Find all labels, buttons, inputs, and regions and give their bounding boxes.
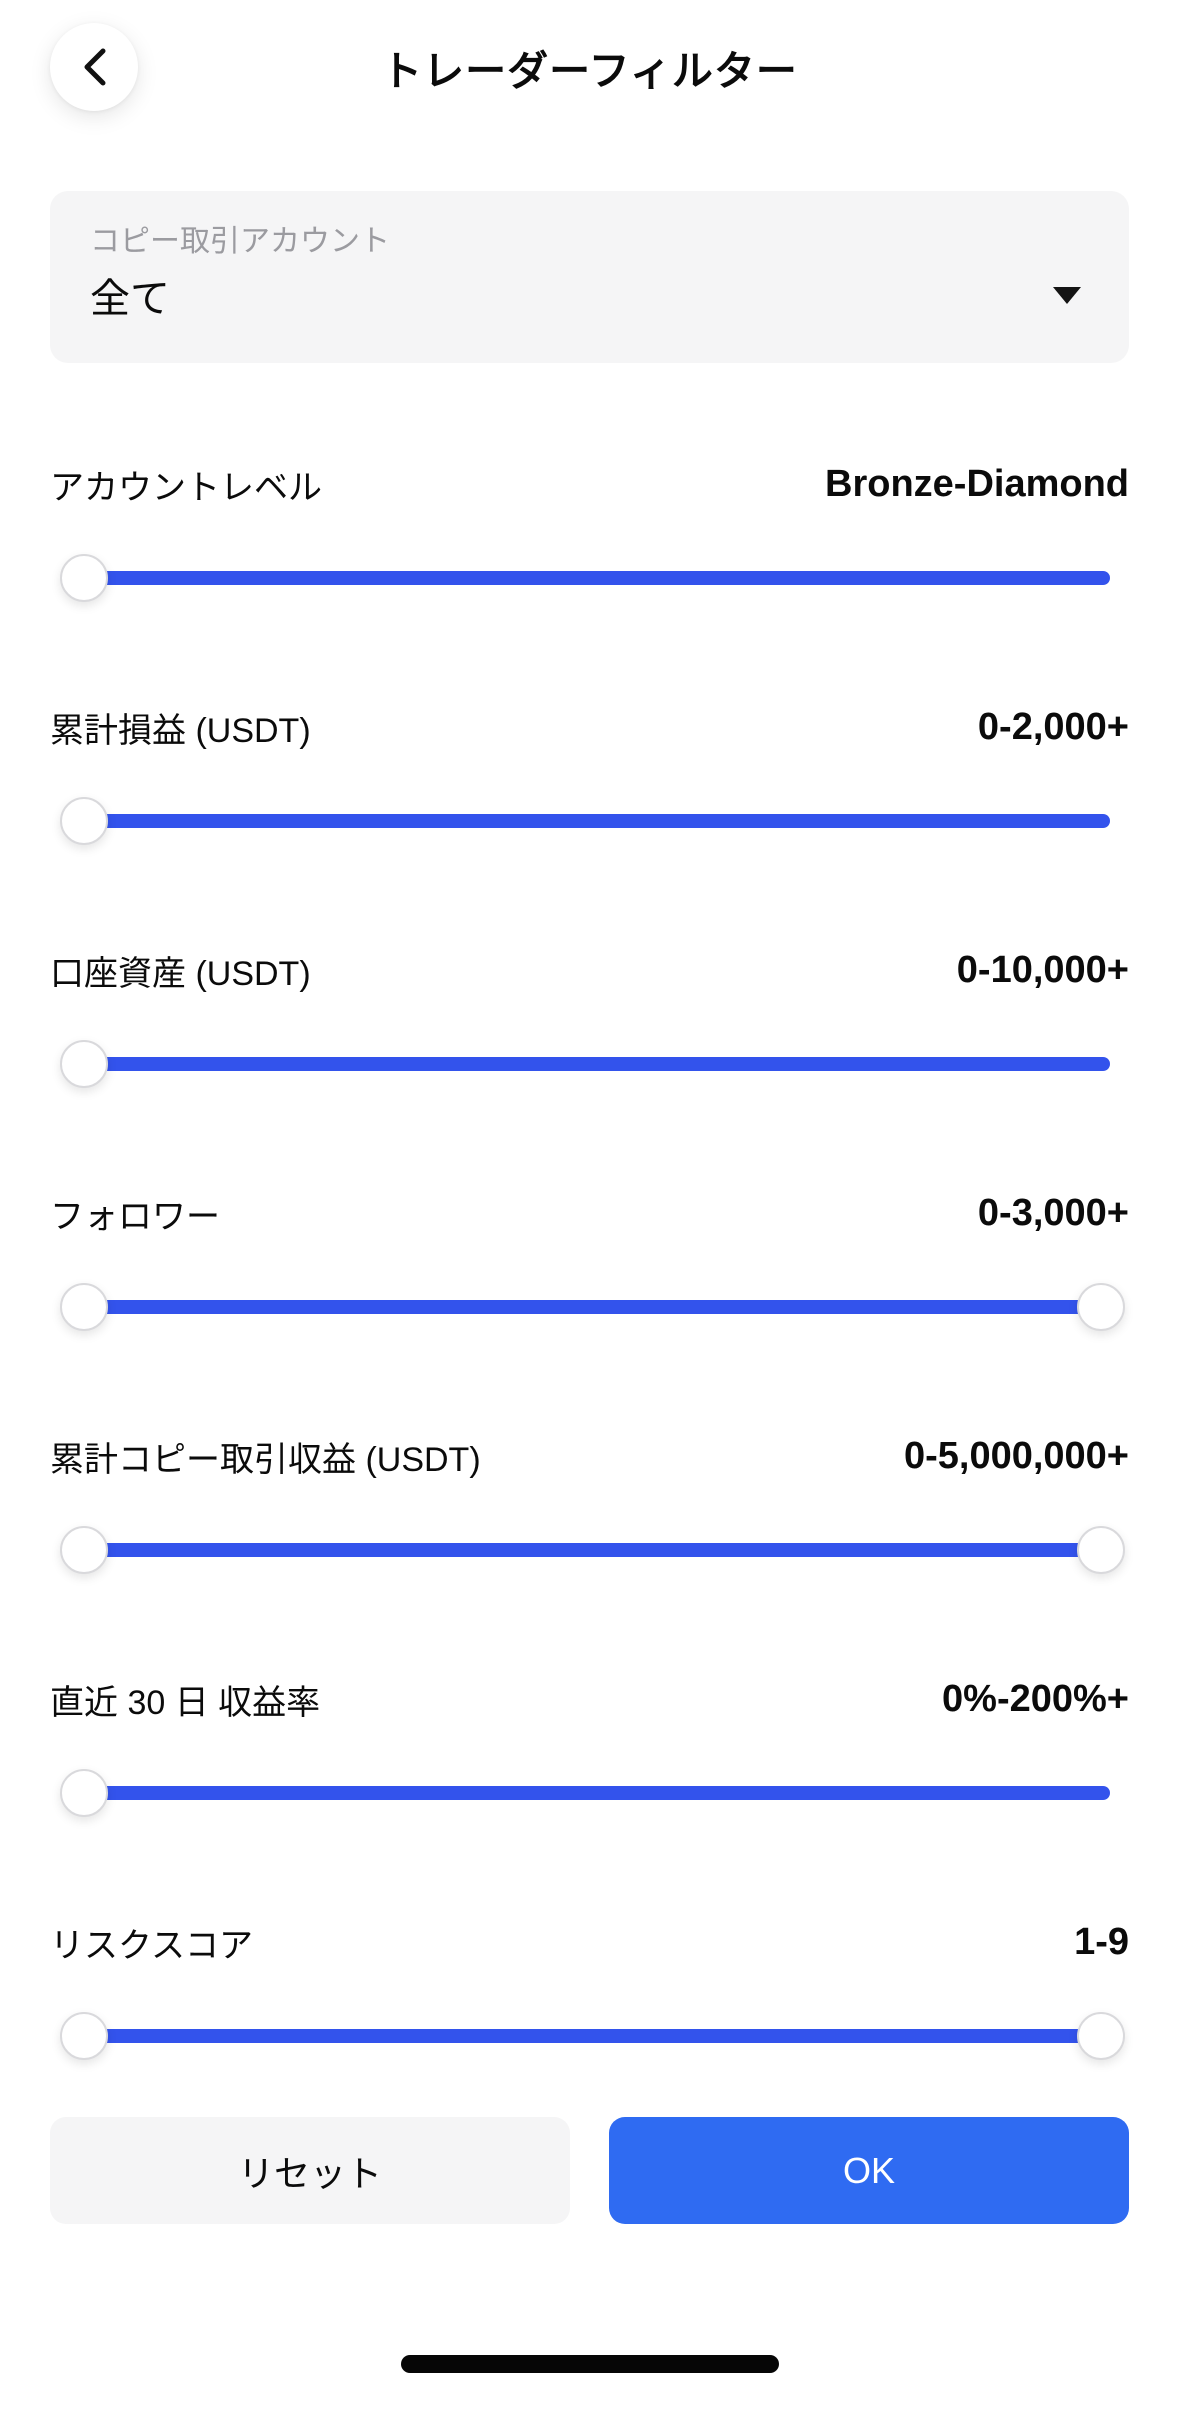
filter-section-copy-trade-profit: 累計コピー取引収益 (USDT) 0-5,000,000+	[50, 1432, 1129, 1574]
filter-label: アカウントレベル	[50, 468, 322, 507]
slider-track[interactable]	[66, 1300, 1110, 1314]
filter-section-total-pnl: 累計損益 (USDT) 0-2,000+	[50, 703, 1129, 845]
filter-section-risk-score: リスクスコア 1-9	[50, 1918, 1129, 2060]
copy-account-dropdown[interactable]: コピー取引アカウント 全て	[50, 191, 1129, 363]
filter-label: 直近 30 日 収益率	[50, 1683, 321, 1722]
range-slider[interactable]	[50, 1526, 1129, 1574]
filter-value: 0%-200%+	[942, 1677, 1129, 1720]
filter-label: 累計損益 (USDT)	[50, 711, 311, 750]
slider-track[interactable]	[66, 1057, 1110, 1071]
range-slider[interactable]	[50, 1283, 1129, 1331]
filter-value: 0-3,000+	[977, 1191, 1129, 1234]
action-bar: リセット OK	[50, 2117, 1129, 2224]
home-indicator-area	[0, 2355, 1179, 2373]
filter-label: リスクスコア	[50, 1926, 253, 1965]
range-slider[interactable]	[50, 797, 1129, 845]
filter-value: Bronze-Diamond	[825, 462, 1129, 505]
slider-thumb-min[interactable]	[60, 797, 108, 845]
slider-thumb-min[interactable]	[60, 1769, 108, 1817]
slider-thumb-max[interactable]	[1077, 2012, 1125, 2060]
filter-list: アカウントレベル Bronze-Diamond 累計損益 (USDT) 0-2,…	[0, 460, 1179, 2060]
filter-section-30d-roi: 直近 30 日 収益率 0%-200%+	[50, 1675, 1129, 1817]
dropdown-selected-value: 全て	[90, 276, 170, 321]
range-slider[interactable]	[50, 2012, 1129, 2060]
chevron-left-icon	[79, 45, 109, 89]
slider-thumb-min[interactable]	[60, 554, 108, 602]
range-slider[interactable]	[50, 1769, 1129, 1817]
filter-value: 0-5,000,000+	[903, 1434, 1129, 1477]
filter-section-account-level: アカウントレベル Bronze-Diamond	[50, 460, 1129, 602]
slider-thumb-max[interactable]	[1077, 1283, 1125, 1331]
reset-button[interactable]: リセット	[50, 2117, 570, 2224]
page-title: トレーダーフィルター	[381, 48, 798, 94]
slider-track[interactable]	[66, 2029, 1110, 2043]
slider-thumb-min[interactable]	[60, 2012, 108, 2060]
filter-label: 口座資産 (USDT)	[50, 954, 311, 993]
filter-value: 0-2,000+	[977, 705, 1129, 748]
slider-track[interactable]	[66, 1543, 1110, 1557]
range-slider[interactable]	[50, 554, 1129, 602]
slider-track[interactable]	[66, 571, 1110, 585]
home-indicator[interactable]	[400, 2355, 779, 2373]
ok-button[interactable]: OK	[609, 2117, 1129, 2224]
header: トレーダーフィルター	[0, 0, 1179, 134]
back-button[interactable]	[50, 23, 138, 111]
slider-track[interactable]	[66, 1786, 1110, 1800]
filter-value: 1-9	[1074, 1920, 1129, 1963]
filter-label: 累計コピー取引収益 (USDT)	[50, 1440, 481, 1479]
range-slider[interactable]	[50, 1040, 1129, 1088]
filter-value: 0-10,000+	[956, 948, 1129, 991]
slider-thumb-min[interactable]	[60, 1040, 108, 1088]
filter-section-account-assets: 口座資産 (USDT) 0-10,000+	[50, 946, 1129, 1088]
slider-thumb-min[interactable]	[60, 1283, 108, 1331]
filter-label: フォロワー	[50, 1197, 220, 1236]
caret-down-icon	[1053, 287, 1081, 304]
slider-thumb-max[interactable]	[1077, 1526, 1125, 1574]
dropdown-label: コピー取引アカウント	[90, 225, 390, 258]
filter-section-followers: フォロワー 0-3,000+	[50, 1189, 1129, 1331]
slider-track[interactable]	[66, 814, 1110, 828]
slider-thumb-min[interactable]	[60, 1526, 108, 1574]
